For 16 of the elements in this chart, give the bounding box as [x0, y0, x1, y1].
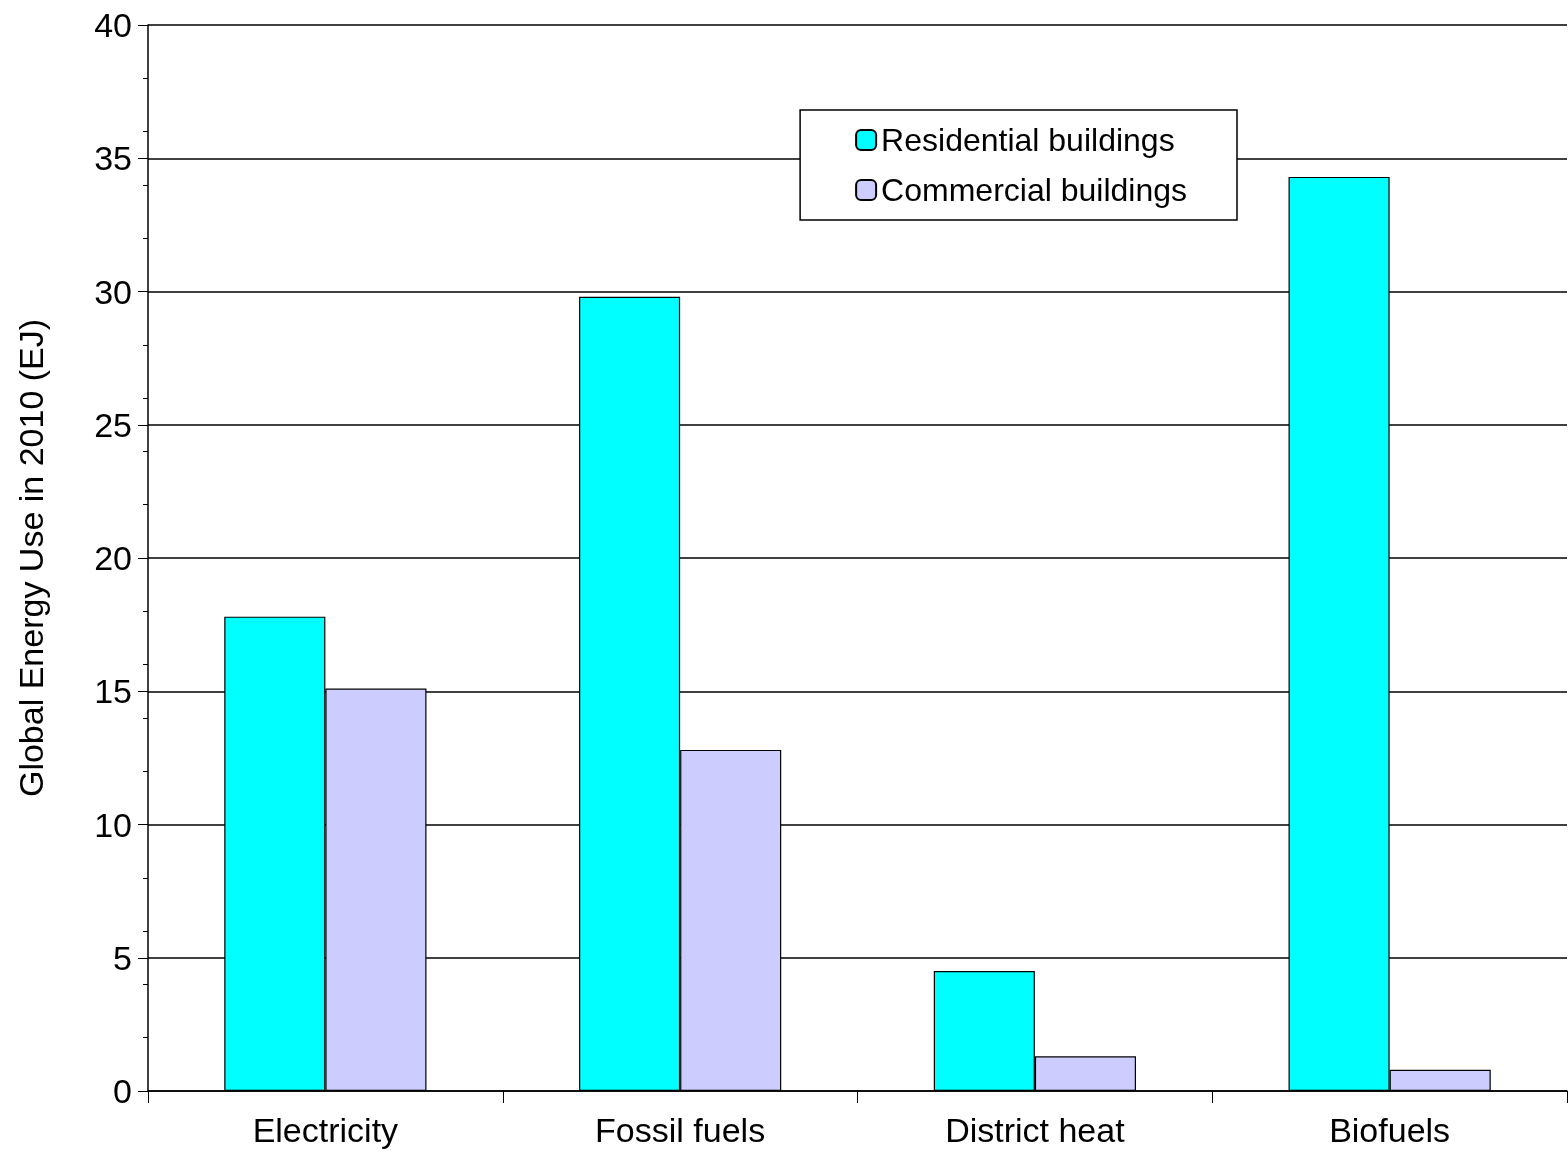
- x-tick-label: Biofuels: [1329, 1111, 1451, 1149]
- y-tick-label: 20: [94, 539, 132, 577]
- legend-label: Residential buildings: [881, 122, 1175, 158]
- y-tick-label: 0: [113, 1072, 132, 1110]
- legend-label: Commercial buildings: [881, 172, 1187, 208]
- y-tick-label: 15: [94, 672, 132, 711]
- x-tick-label: District heat: [945, 1111, 1126, 1149]
- y-axis-title: Global Energy Use in 2010 (EJ): [12, 318, 50, 798]
- x-tick-label: Electricity: [252, 1111, 399, 1149]
- y-tick-label: 10: [94, 805, 132, 844]
- y-tick-label: 30: [94, 272, 132, 311]
- x-tick-label: Fossil fuels: [595, 1111, 766, 1149]
- y-tick-label: 40: [94, 6, 132, 44]
- y-tick-label: 35: [94, 139, 132, 178]
- y-tick-label: 25: [94, 405, 132, 444]
- y-tick-label: 5: [113, 938, 132, 977]
